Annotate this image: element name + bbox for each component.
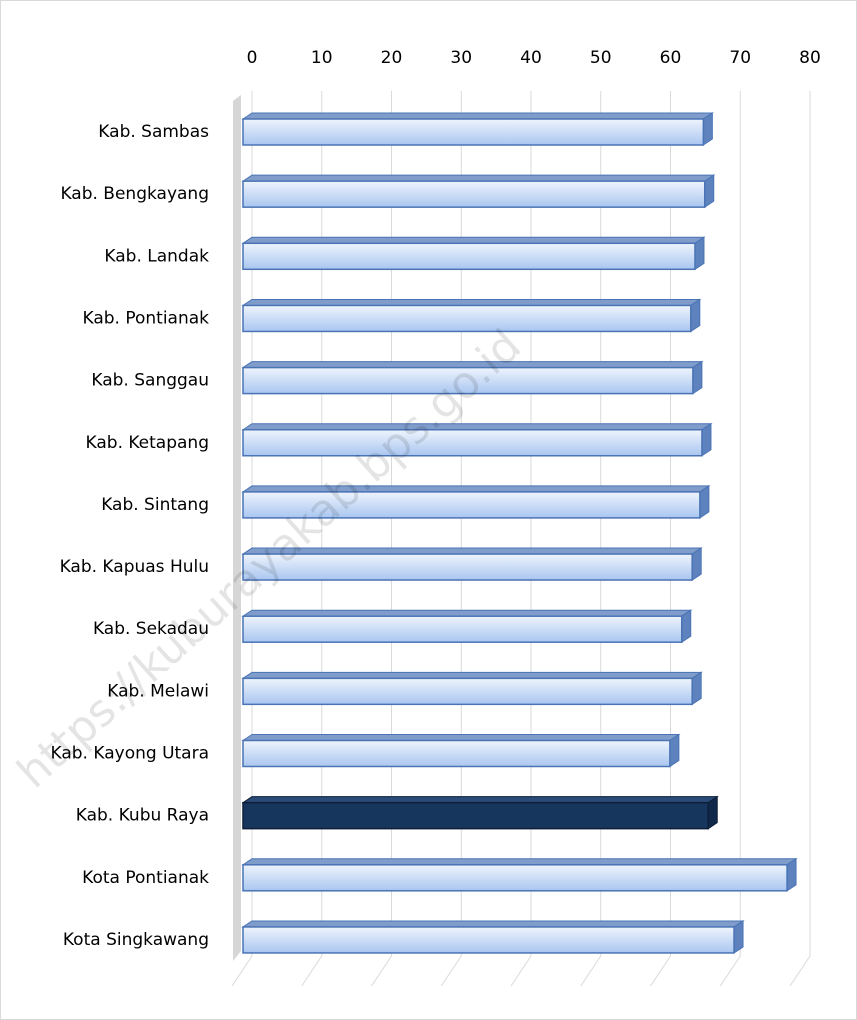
- bar: [241, 298, 702, 333]
- bar-front: [242, 677, 693, 706]
- y-tick-label: Kab. Sanggau: [91, 371, 209, 391]
- bar-side: [701, 422, 712, 457]
- bar: [241, 547, 703, 581]
- bar-top: [241, 423, 713, 431]
- x-tick-label: 80: [799, 48, 821, 68]
- bar-side: [704, 174, 715, 209]
- bar-side: [786, 857, 797, 892]
- x-tick-label: 20: [381, 48, 403, 68]
- bar-side: [692, 360, 703, 395]
- bar-side: [669, 733, 680, 768]
- bar-front: [242, 180, 706, 208]
- plot-area: [231, 91, 811, 987]
- y-tick-label: Kab. Kubu Raya: [76, 806, 209, 826]
- y-tick-label: Kab. Kayong Utara: [51, 744, 210, 764]
- bar-front: [242, 739, 671, 768]
- bar-top: [241, 174, 716, 182]
- bar: [241, 112, 715, 146]
- x-tick-label: 30: [450, 48, 472, 68]
- grid-floor-line: [580, 955, 602, 987]
- bar: [241, 609, 693, 644]
- bar: [241, 857, 798, 892]
- bar-front: [242, 615, 683, 643]
- x-tick-label: 0: [247, 48, 258, 68]
- bar-top: [241, 858, 798, 866]
- bar: [241, 360, 704, 395]
- bar: [241, 733, 681, 768]
- bar-front: [242, 429, 703, 457]
- bar-front: [242, 304, 692, 333]
- bar-top: [241, 734, 681, 741]
- bar-top: [241, 236, 706, 244]
- bar: [241, 795, 719, 830]
- y-tick-label: Kota Singkawang: [63, 930, 209, 950]
- bar-front: [242, 864, 788, 892]
- bar-front: [242, 801, 709, 830]
- grid-floor-line: [789, 955, 811, 987]
- side-wall: [233, 95, 241, 961]
- bar-side: [694, 236, 705, 271]
- x-tick-label: 60: [660, 48, 682, 68]
- bar-top: [241, 671, 703, 679]
- bar-front: [242, 118, 705, 146]
- bar-front: [242, 491, 701, 519]
- grid-floor-line: [719, 955, 741, 987]
- grid-floor-line: [231, 955, 253, 987]
- bar: [241, 422, 713, 457]
- grid-floor-line: [371, 955, 392, 987]
- bar-top: [241, 609, 693, 617]
- grid-floor-line: [301, 955, 323, 987]
- grid-floor-line: [510, 955, 532, 987]
- bar: [241, 236, 706, 271]
- y-tick-label: Kab. Landak: [104, 246, 209, 266]
- bar: [241, 920, 745, 954]
- x-tick-label: 70: [729, 48, 751, 68]
- x-tick-label: 50: [590, 48, 612, 68]
- y-tick-label: Kab. Sekadau: [93, 619, 209, 639]
- grid-floor-line: [650, 955, 671, 987]
- bar-side: [707, 795, 718, 830]
- bar-side: [733, 920, 744, 954]
- bar-top: [241, 796, 719, 804]
- bar-side: [690, 298, 701, 333]
- bar: [241, 174, 716, 209]
- bar: [241, 671, 703, 706]
- bar-side: [681, 609, 692, 644]
- bar-top: [241, 920, 745, 928]
- bar-side: [702, 112, 713, 146]
- x-tick-label: 40: [520, 48, 542, 68]
- x-tick-label: 10: [311, 48, 333, 68]
- grid-floor-line: [440, 955, 462, 987]
- bar-top: [241, 112, 715, 120]
- bar-top: [241, 298, 702, 306]
- y-tick-label: Kab. Ketapang: [86, 433, 209, 453]
- y-tick-label: Kab. Melawi: [107, 681, 209, 701]
- bar: [241, 484, 711, 519]
- y-tick-label: Kota Pontianak: [82, 868, 209, 888]
- bar-front: [242, 926, 735, 954]
- y-tick-label: Kab. Bengkayang: [60, 184, 209, 204]
- bar-front: [242, 366, 694, 395]
- y-tick-label: Kab. Sambas: [98, 122, 209, 142]
- y-tick-label: Kab. Sintang: [101, 495, 209, 515]
- y-tick-label: Kab. Pontianak: [82, 308, 209, 328]
- bar-front: [242, 242, 696, 271]
- bar-side: [699, 484, 710, 519]
- y-tick-label: Kab. Kapuas Hulu: [60, 557, 209, 577]
- bar-front: [242, 553, 693, 581]
- bar-side: [691, 671, 702, 706]
- bar-side: [691, 547, 702, 581]
